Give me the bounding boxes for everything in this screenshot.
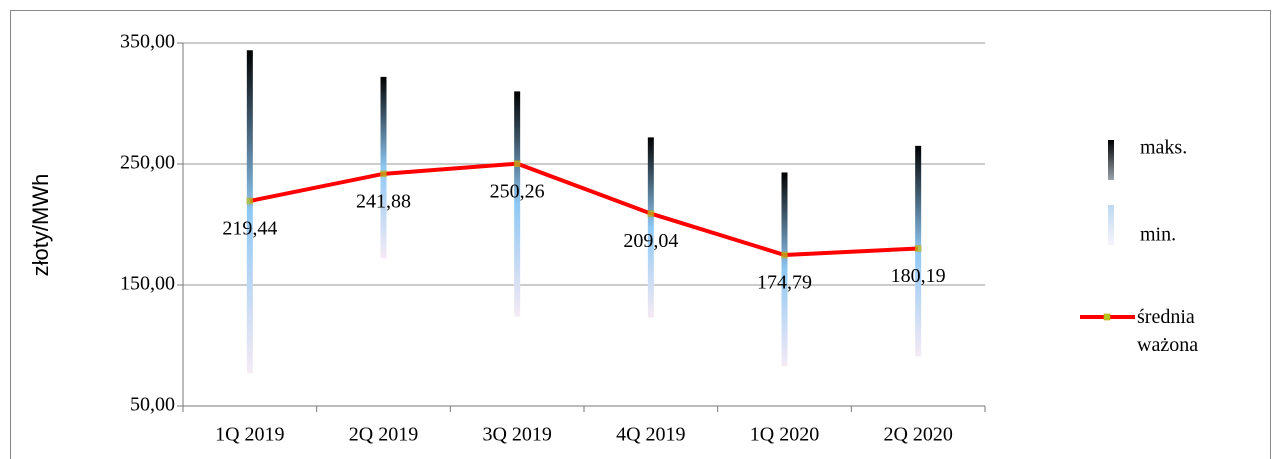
average-marker (380, 170, 387, 178)
high-low-bar (380, 76, 387, 259)
data-label: 180,19 (891, 265, 946, 287)
x-tick-label: 4Q 2019 (616, 424, 685, 446)
average-marker (647, 210, 655, 217)
high-low-bar (514, 91, 521, 317)
average-marker (513, 160, 521, 167)
y-tick-label: 50,00 (130, 394, 175, 416)
average-line (249, 161, 919, 258)
high-low-bar (781, 172, 788, 367)
legend-swatch (1103, 313, 1111, 321)
data-label: 174,79 (757, 272, 812, 294)
y-tick-label: 150,00 (120, 273, 175, 295)
data-label: 241,88 (356, 190, 411, 212)
x-tick-label: 3Q 2019 (482, 424, 551, 446)
average-marker (781, 251, 788, 259)
y-tick-label: 350,00 (120, 31, 175, 53)
legend-label: maks. (1140, 137, 1187, 159)
x-tick-label: 2Q 2019 (349, 424, 418, 446)
y-axis-title: złoty/MWh (28, 174, 53, 277)
chart-border (10, 10, 1271, 459)
data-label: 250,26 (490, 180, 545, 202)
legend-swatch (1108, 140, 1114, 180)
high-low-bar (246, 50, 253, 374)
x-tick-label: 2Q 2020 (883, 424, 952, 446)
y-tick-label: 250,00 (120, 152, 175, 174)
x-tick-label: 1Q 2019 (215, 424, 284, 446)
data-label: 219,44 (222, 218, 277, 240)
legend-label: średnia ważona (1137, 306, 1199, 356)
data-label: 209,04 (623, 230, 678, 252)
x-tick-label: 1Q 2020 (750, 424, 819, 446)
legend-label: min. (1140, 224, 1176, 246)
average-marker (914, 245, 922, 252)
high-low-bar (647, 137, 654, 318)
legend-swatch (1108, 205, 1114, 245)
average-marker (246, 197, 254, 205)
